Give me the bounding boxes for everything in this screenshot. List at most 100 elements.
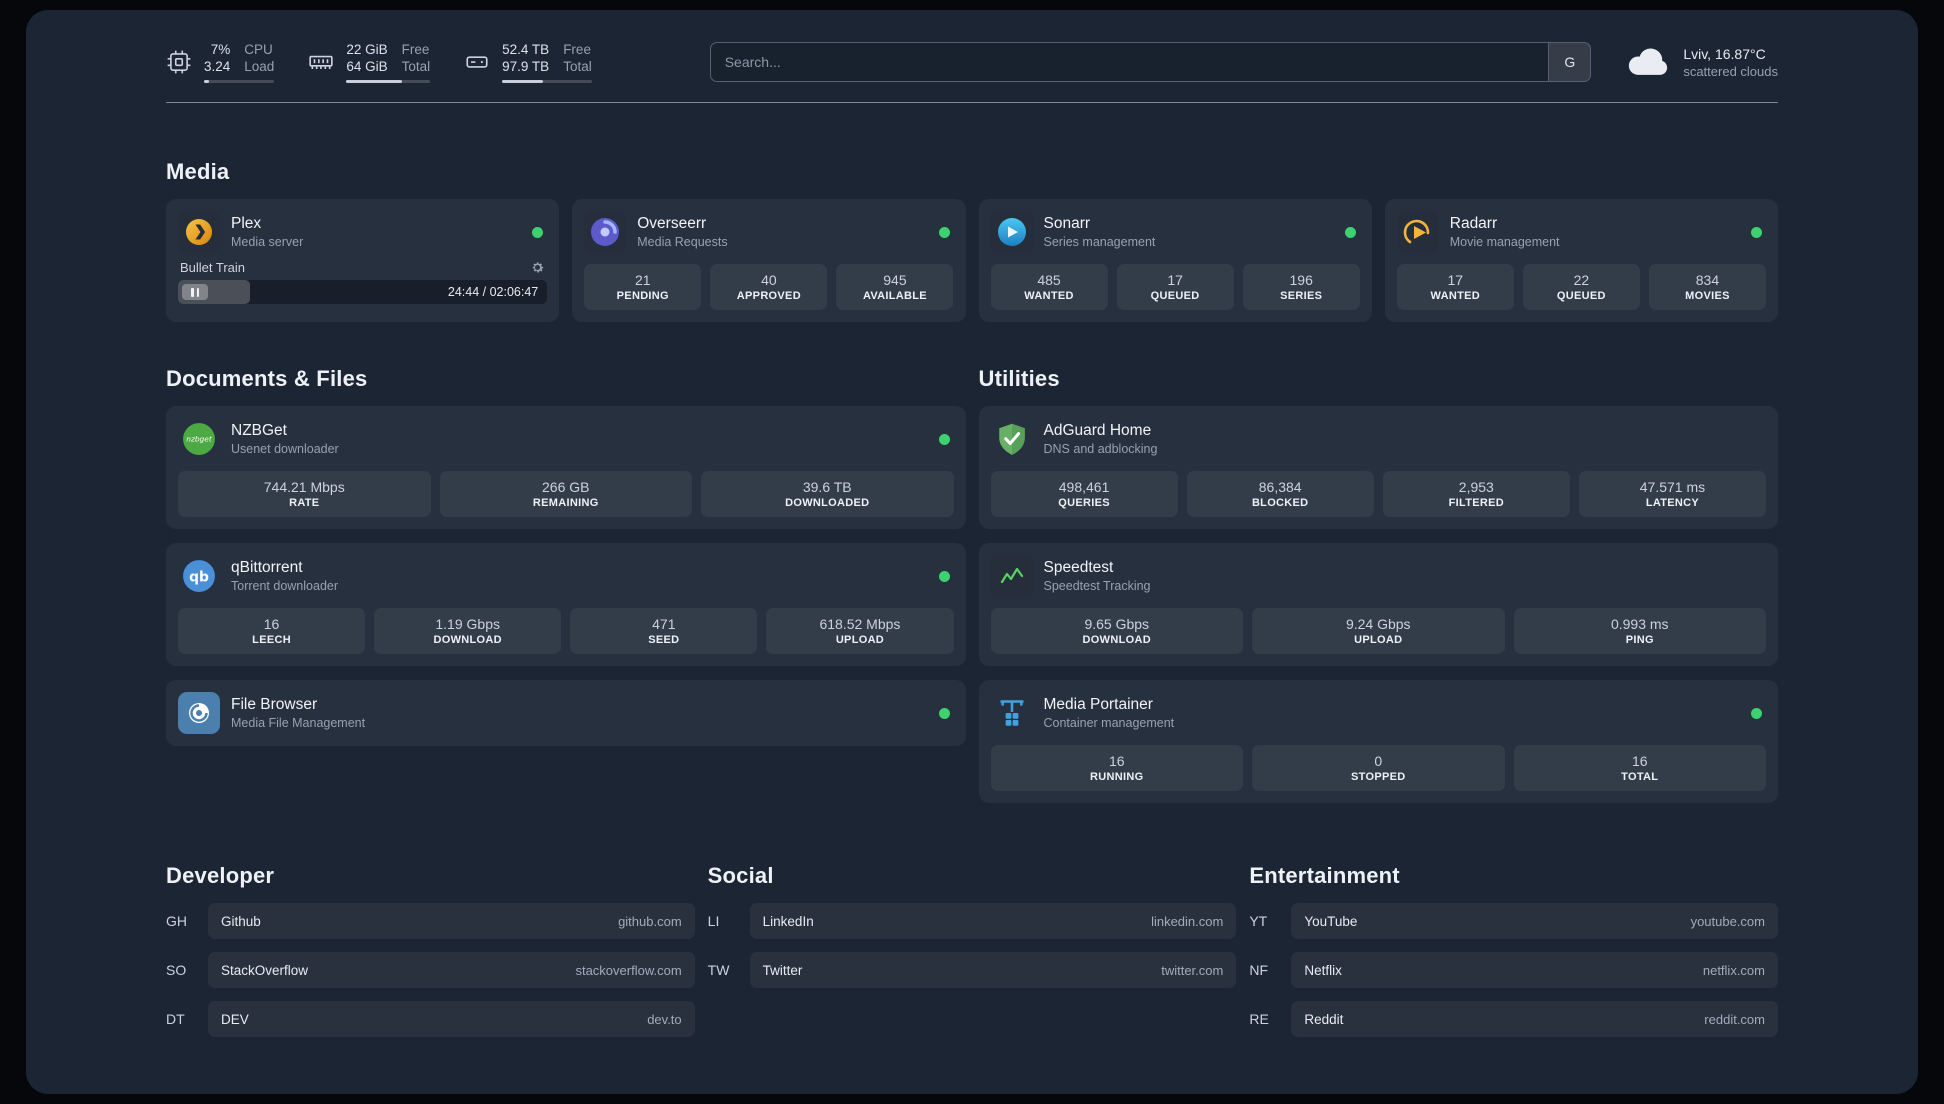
bookmark-linkedin[interactable]: LI LinkedIn linkedin.com — [708, 903, 1237, 939]
app-title: AdGuard Home — [1043, 422, 1152, 439]
search-provider-button[interactable]: G — [1548, 43, 1591, 81]
memory-total-value: 64 GiB — [346, 59, 388, 74]
app-link-nzbget[interactable]: nzbget NZBGet Usenet downloader — [178, 418, 954, 460]
stat-box: 945 AVAILABLE — [836, 264, 954, 310]
stat-box: 834 MOVIES — [1648, 264, 1766, 310]
section-media: Media Plex Media server — [166, 159, 1778, 322]
now-playing-title: Bullet Train — [180, 260, 246, 275]
bookmark-name: StackOverflow — [221, 962, 309, 978]
app-link-filebrowser[interactable]: File Browser Media File Management — [178, 692, 954, 734]
stat-box: 9.24 Gbps UPLOAD — [1252, 608, 1505, 654]
search-input[interactable] — [710, 43, 1549, 81]
stat-box: 86,384 BLOCKED — [1186, 471, 1374, 517]
cpu-percent: 7% — [210, 42, 231, 57]
dashboard: 7% 3.24 CPU Load — [26, 10, 1918, 1094]
section-title-developer: Developer — [166, 863, 275, 888]
weather-condition: scattered clouds — [1683, 63, 1778, 79]
bookmark-name: DEV — [221, 1011, 249, 1027]
app-card-sonarr: Sonarr Series management 485 WANTED 17 Q… — [978, 199, 1372, 322]
bookmark-netflix[interactable]: NF Netflix netflix.com — [1249, 952, 1778, 988]
app-card-overseerr: Overseerr Media Requests 21 PENDING 40 A… — [572, 199, 966, 322]
section-title-entertainment: Entertainment — [1249, 863, 1400, 888]
stat-box: 47.571 ms LATENCY — [1578, 471, 1766, 517]
stat-box: 16 RUNNING — [990, 745, 1243, 791]
app-link-plex[interactable]: Plex Media server — [178, 211, 547, 253]
bookmark-name: Netflix — [1304, 962, 1342, 978]
memory-usage-bar — [346, 80, 431, 83]
app-title: Media Portainer — [1043, 696, 1153, 713]
memory-total-label: Total — [401, 59, 431, 74]
bookmark-domain: stackoverflow.com — [575, 962, 682, 978]
bookmark-abbr: SO — [166, 962, 187, 978]
settings-gear-icon[interactable] — [530, 260, 545, 275]
app-link-sonarr[interactable]: Sonarr Series management — [990, 211, 1360, 253]
bookmark-name: YouTube — [1304, 913, 1358, 929]
stat-box: 744.21 Mbps RATE — [178, 471, 431, 517]
status-dot — [1751, 226, 1762, 238]
app-link-overseerr[interactable]: Overseerr Media Requests — [584, 211, 953, 253]
app-subtitle: Media File Management — [231, 716, 366, 730]
bookmark-github[interactable]: GH Github github.com — [166, 903, 695, 939]
bookmark-abbr: RE — [1249, 1011, 1269, 1027]
app-card-plex: Plex Media server Bullet Train — [166, 199, 560, 322]
bookmark-dev[interactable]: DT DEV dev.to — [166, 1001, 695, 1037]
app-subtitle: DNS and adblocking — [1043, 442, 1158, 456]
section-documents: Documents & Files nzbget NZBGet Usenet d… — [166, 366, 966, 746]
status-dot — [1751, 707, 1762, 719]
bookmark-abbr: GH — [166, 913, 187, 929]
stat-box: 16 LEECH — [178, 608, 366, 654]
bookmark-stackoverflow[interactable]: SO StackOverflow stackoverflow.com — [166, 952, 695, 988]
disk-total-value: 97.9 TB — [502, 59, 550, 74]
stat-box: 9.65 Gbps DOWNLOAD — [990, 608, 1243, 654]
app-card-radarr: Radarr Movie management 17 WANTED 22 QUE… — [1384, 199, 1778, 322]
disk-widget: 52.4 TB 97.9 TB Free Total — [464, 41, 592, 83]
stat-box: 40 APPROVED — [710, 264, 828, 310]
app-title: NZBGet — [231, 422, 287, 439]
app-subtitle: Series management — [1043, 235, 1156, 249]
portainer-icon — [991, 692, 1033, 734]
playback-progress-bar[interactable]: 24:44 / 02:06:47 — [178, 280, 548, 304]
bookmark-domain: youtube.com — [1690, 913, 1765, 929]
app-subtitle: Movie management — [1449, 235, 1560, 249]
stat-box: 1.19 Gbps DOWNLOAD — [374, 608, 562, 654]
stat-box: 0.993 ms PING — [1513, 608, 1766, 654]
radarr-icon — [1396, 211, 1439, 253]
bookmark-group-developer: Developer GH Github github.com SO StackO… — [166, 863, 695, 1037]
app-link-qbittorrent[interactable]: qb qBittorrent Torrent downloader — [178, 555, 954, 597]
cpu-load-label: Load — [244, 59, 275, 74]
stat-box: 498,461 QUERIES — [990, 471, 1178, 517]
bookmark-domain: github.com — [618, 913, 682, 929]
pause-button[interactable] — [182, 284, 208, 300]
app-link-adguard[interactable]: AdGuard Home DNS and adblocking — [991, 418, 1767, 460]
playback-progress-fill — [178, 280, 251, 304]
bookmark-domain: linkedin.com — [1151, 913, 1224, 929]
app-title: qBittorrent — [231, 559, 303, 576]
cpu-load-value: 3.24 — [204, 59, 231, 74]
bookmark-youtube[interactable]: YT YouTube youtube.com — [1249, 903, 1778, 939]
stat-box: 22 QUEUED — [1522, 264, 1640, 310]
stat-box: 471 SEED — [570, 608, 758, 654]
status-dot — [532, 226, 544, 238]
app-card-qbittorrent: qb qBittorrent Torrent downloader 16 — [166, 543, 966, 666]
adguard-icon — [991, 418, 1033, 460]
bookmark-reddit[interactable]: RE Reddit reddit.com — [1249, 1001, 1778, 1037]
status-dot — [938, 707, 950, 719]
app-subtitle: Container management — [1043, 716, 1175, 730]
app-title: Plex — [231, 215, 262, 232]
app-card-nzbget: nzbget NZBGet Usenet downloader 744.21 M… — [166, 406, 966, 529]
nzbget-icon: nzbget — [178, 418, 220, 460]
bookmark-group-entertainment: Entertainment YT YouTube youtube.com NF … — [1249, 863, 1778, 1037]
app-card-speedtest: Speedtest Speedtest Tracking 9.65 Gbps D… — [978, 543, 1778, 666]
status-dot — [1344, 226, 1356, 238]
app-link-radarr[interactable]: Radarr Movie management — [1396, 211, 1766, 253]
app-link-portainer[interactable]: Media Portainer Container management — [991, 692, 1767, 734]
app-subtitle: Media server — [231, 235, 304, 249]
qbittorrent-icon: qb — [178, 555, 220, 597]
overseerr-icon — [584, 211, 627, 253]
disk-total-label: Total — [563, 59, 592, 74]
bookmark-twitter[interactable]: TW Twitter twitter.com — [708, 952, 1237, 988]
app-title: Speedtest — [1043, 559, 1114, 576]
bookmark-abbr: TW — [707, 962, 730, 978]
app-link-speedtest[interactable]: Speedtest Speedtest Tracking — [990, 555, 1767, 597]
memory-icon — [308, 49, 334, 75]
